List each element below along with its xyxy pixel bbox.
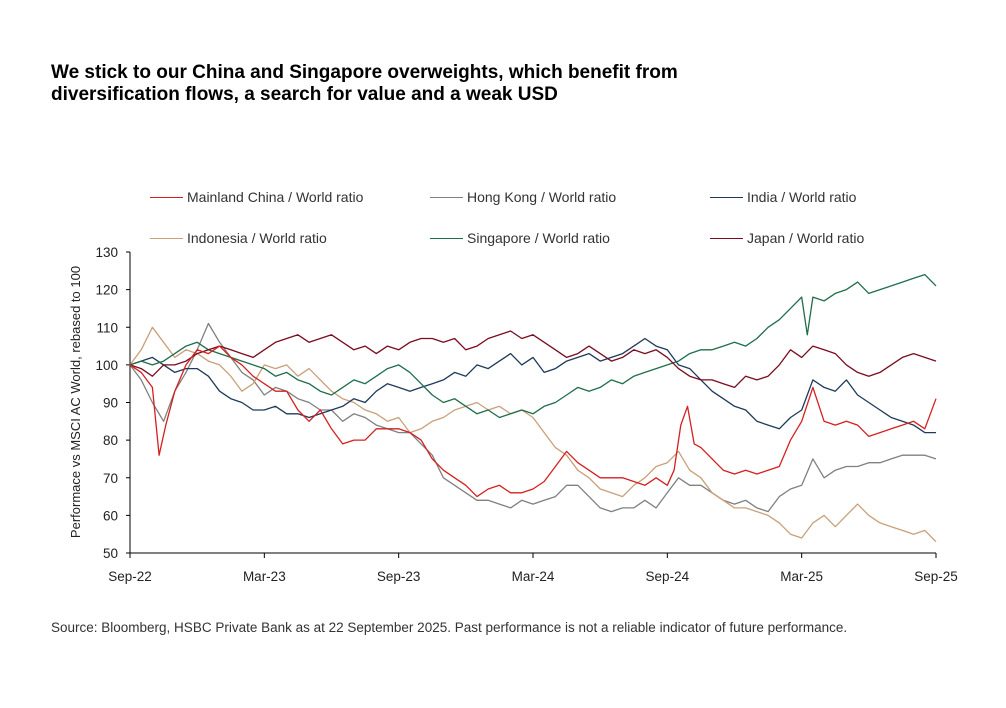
legend-swatch (710, 196, 743, 198)
legend-swatch (430, 196, 463, 198)
x-tick-label: Mar-24 (512, 569, 555, 584)
y-tick-label: 90 (103, 396, 118, 411)
legend-label: Indonesia / World ratio (187, 230, 327, 246)
legend-item-indonesia: Indonesia / World ratio (150, 229, 327, 247)
legend-swatch (150, 237, 183, 239)
x-tick-label: Sep-24 (646, 569, 690, 584)
chart-title: We stick to our China and Singapore over… (51, 62, 951, 106)
title-line-1: We stick to our China and Singapore over… (51, 62, 678, 83)
series-line-hong-kong (129, 322, 937, 513)
legend-swatch (430, 237, 463, 239)
y-tick-label: 80 (103, 433, 118, 448)
y-axis-label: Performace vs MSCI AC World, rebased to … (68, 266, 83, 538)
x-tick-label: Mar-25 (780, 569, 823, 584)
legend-label: Japan / World ratio (747, 230, 865, 246)
legend-swatch (710, 237, 743, 239)
legend-item-singapore: Singapore / World ratio (430, 229, 610, 247)
y-tick-label: 100 (95, 358, 118, 373)
y-tick-label: 70 (103, 471, 118, 486)
y-tick-label: 50 (103, 546, 118, 561)
legend-label: India / World ratio (747, 189, 857, 205)
axes: 50 60 70 80 90 100 110 120 130 Sep-22 Mar-23 Sep-23… (95, 245, 957, 584)
x-tick-label: Sep-25 (914, 569, 958, 584)
x-tick-label: Mar-23 (243, 569, 286, 584)
y-tick-label: 120 (95, 283, 118, 298)
y-tick-label: 130 (95, 245, 118, 260)
series-line-indonesia (129, 326, 937, 543)
legend-item-india: India / World ratio (710, 188, 856, 206)
x-tick-label: Sep-22 (108, 569, 152, 584)
series-line-japan (129, 330, 937, 389)
legend-label: Hong Kong / World ratio (467, 189, 617, 205)
legend-item-japan: Japan / World ratio (710, 229, 864, 247)
series-lines (129, 273, 937, 543)
source-note: Source: Bloomberg, HSBC Private Bank as … (51, 620, 848, 635)
y-tick-label: 60 (103, 508, 118, 523)
legend-label: Mainland China / World ratio (187, 189, 364, 205)
legend-swatch (150, 196, 183, 198)
series-line-india (129, 337, 936, 434)
y-tick-label: 110 (96, 320, 118, 335)
x-tick-label: Sep-23 (377, 569, 421, 584)
legend-label: Singapore / World ratio (467, 230, 610, 246)
legend-item-hong-kong: Hong Kong / World ratio (430, 188, 616, 206)
series-line-mainland-china (129, 345, 937, 498)
title-line-2: diversification flows, a search for valu… (51, 84, 558, 105)
legend-item-mainland-china: Mainland China / World ratio (150, 188, 363, 206)
series-line-singapore (129, 273, 937, 419)
